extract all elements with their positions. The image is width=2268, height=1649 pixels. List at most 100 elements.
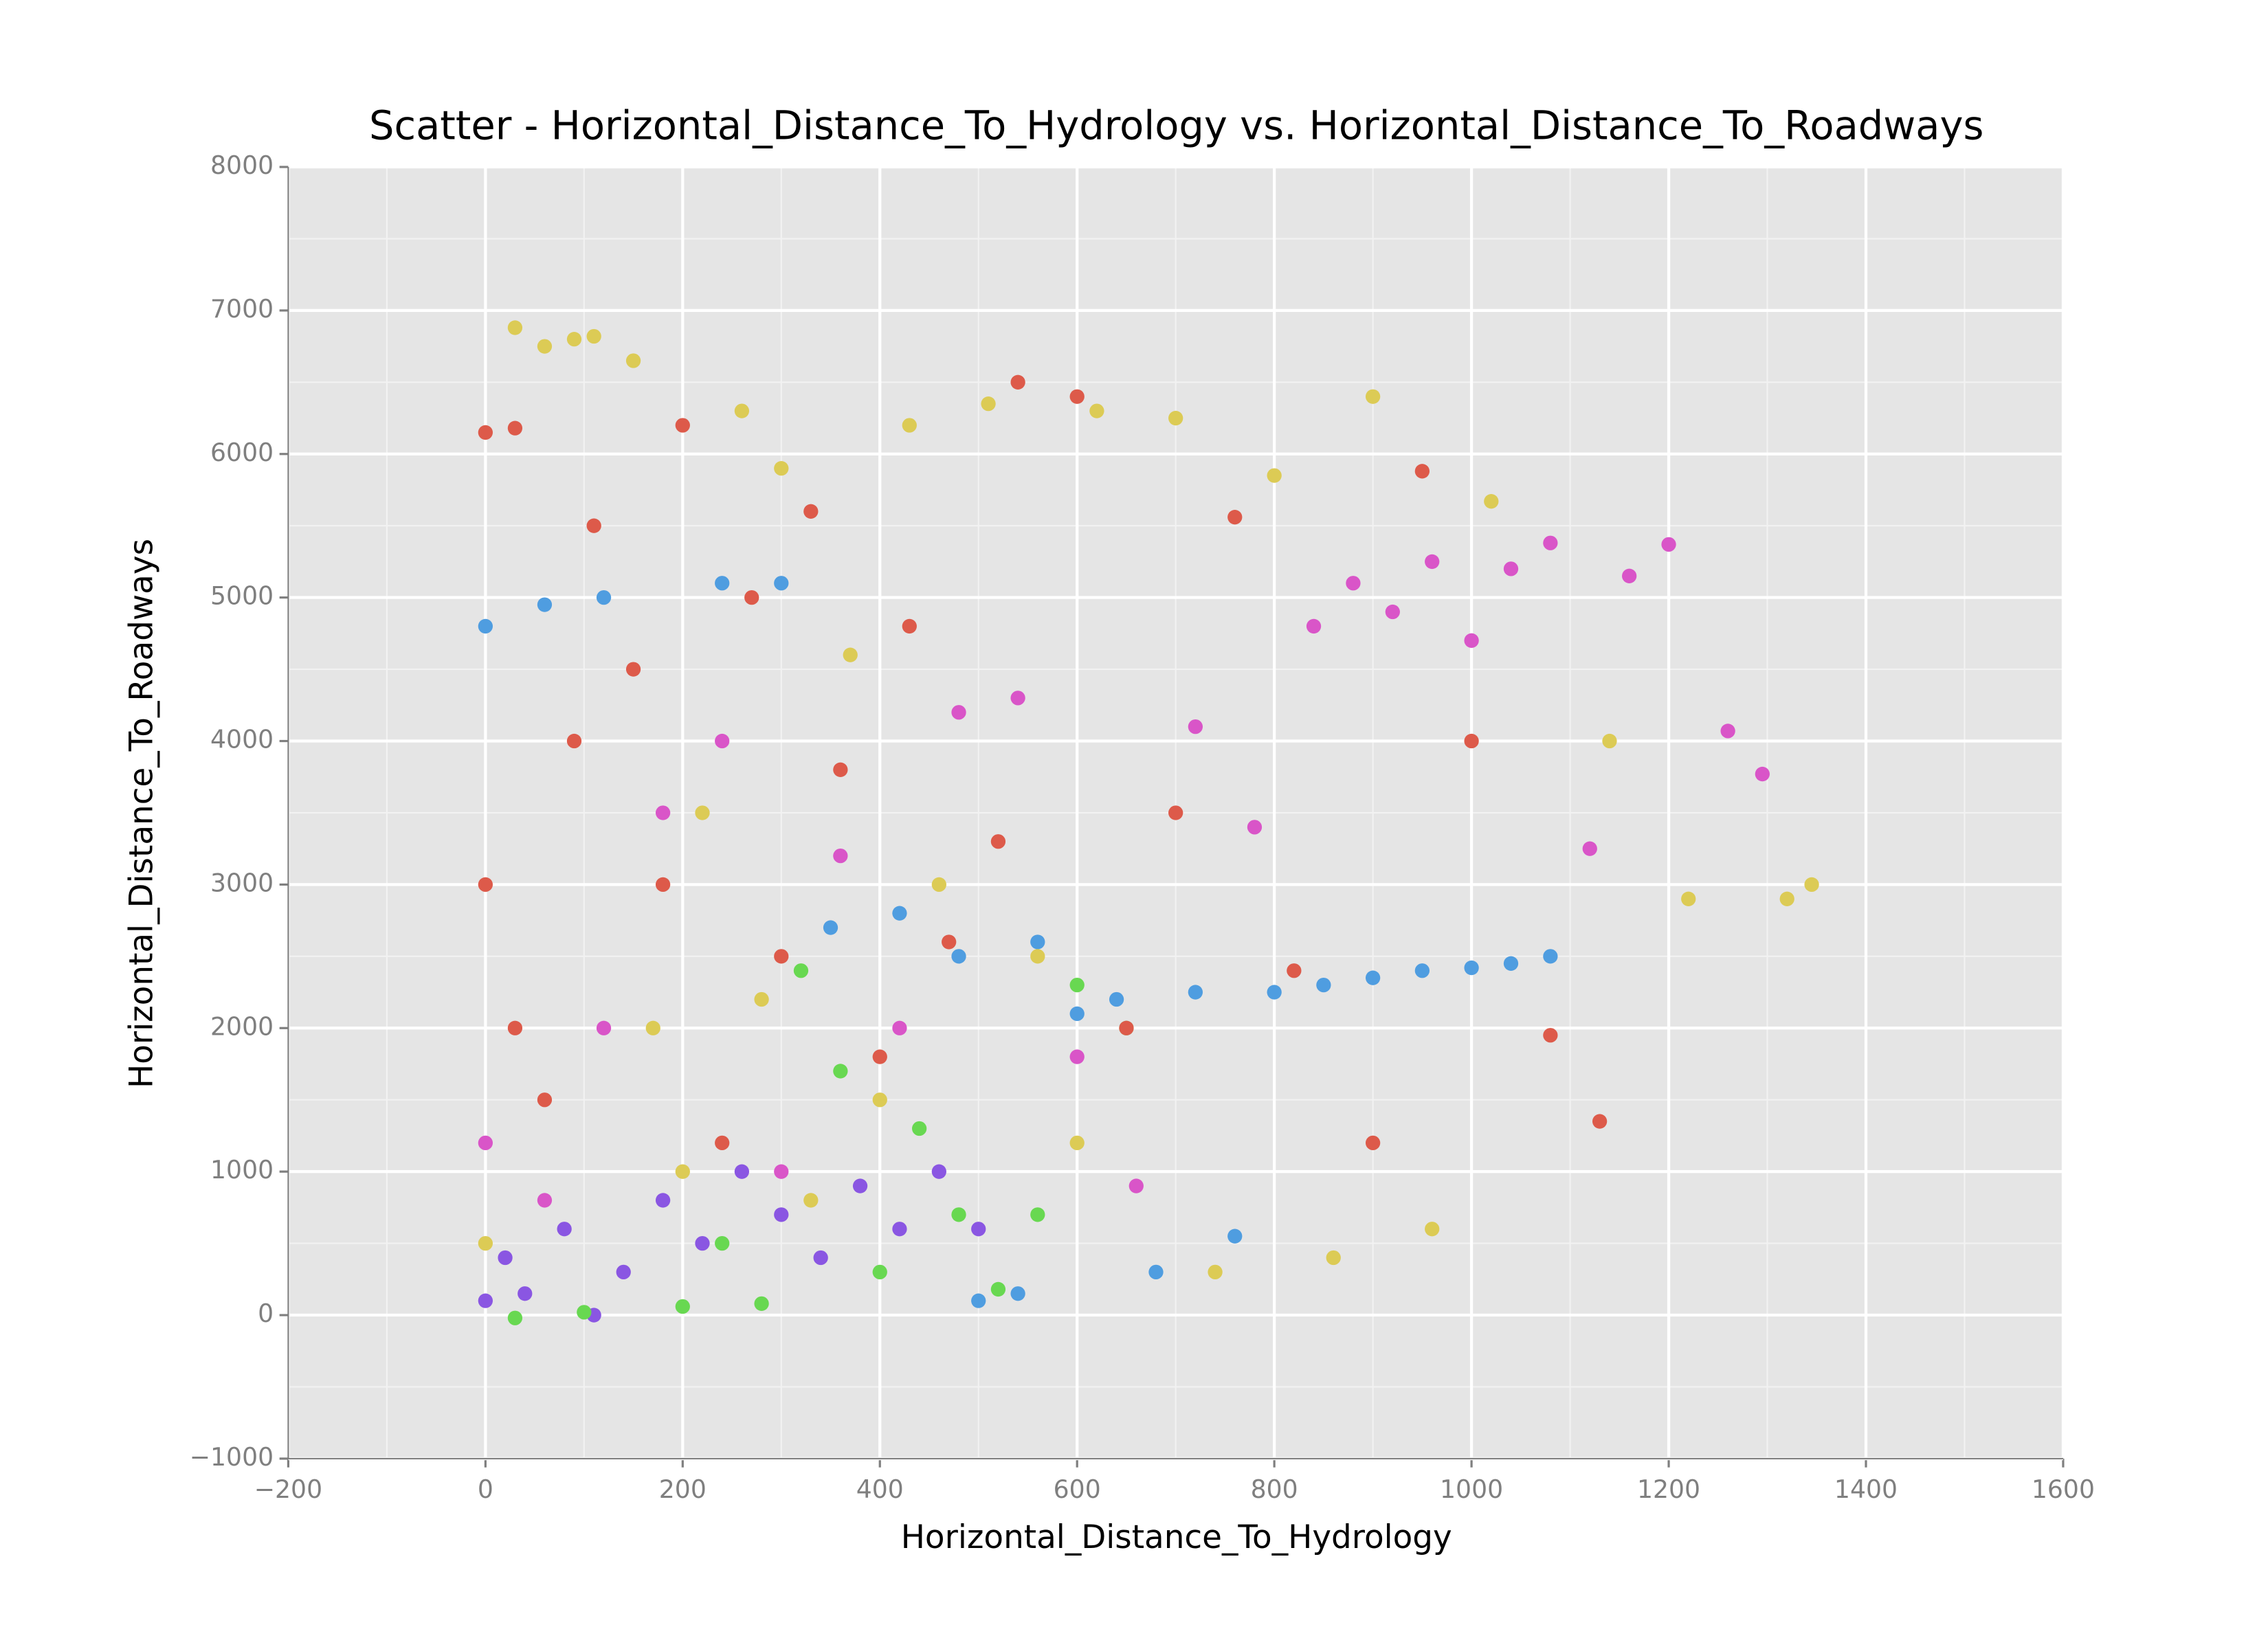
point <box>744 590 759 605</box>
point <box>1267 985 1282 1000</box>
x-tick-label: 800 <box>1251 1474 1298 1504</box>
point <box>1089 403 1104 418</box>
point <box>774 949 789 964</box>
point <box>1227 510 1243 525</box>
x-axis-label: Horizontal_Distance_To_Hydrology <box>901 1519 1452 1556</box>
point <box>1227 1229 1243 1244</box>
point <box>872 1264 887 1280</box>
point <box>931 877 946 893</box>
point <box>715 1135 730 1151</box>
point <box>715 576 730 591</box>
point <box>537 339 553 354</box>
point <box>1464 633 1479 648</box>
point <box>586 328 601 344</box>
point <box>537 1193 553 1208</box>
point <box>695 1235 710 1251</box>
y-tick-label: 8000 <box>210 150 274 180</box>
point <box>1188 719 1203 734</box>
point <box>1385 604 1400 620</box>
point <box>1804 877 1819 893</box>
point <box>655 1193 671 1208</box>
point <box>1030 949 1045 964</box>
point <box>498 1250 513 1266</box>
point <box>734 403 750 418</box>
y-tick-label: 4000 <box>210 725 274 754</box>
point <box>892 906 907 921</box>
y-tick-label: −1000 <box>190 1442 274 1472</box>
point <box>892 1222 907 1237</box>
point <box>1069 1049 1085 1064</box>
point <box>1069 1006 1085 1022</box>
y-tick-label: 0 <box>258 1299 274 1328</box>
point <box>823 920 838 935</box>
x-tick-label: 600 <box>1054 1474 1101 1504</box>
point <box>892 1020 907 1035</box>
point <box>507 1020 523 1035</box>
point <box>754 1296 769 1311</box>
point <box>1129 1178 1144 1193</box>
point <box>1119 1020 1134 1035</box>
point <box>1168 410 1183 426</box>
point <box>1414 963 1430 978</box>
point <box>951 1207 966 1222</box>
point <box>586 518 601 533</box>
point <box>1661 537 1676 552</box>
point <box>655 805 671 820</box>
point <box>872 1092 887 1108</box>
point <box>1425 554 1440 570</box>
x-tick-label: 1400 <box>1834 1474 1898 1504</box>
x-tick-label: 1000 <box>1440 1474 1503 1504</box>
point <box>596 590 612 605</box>
point <box>478 1293 493 1308</box>
point <box>616 1264 631 1280</box>
y-tick-label: 2000 <box>210 1011 274 1041</box>
point <box>774 1207 789 1222</box>
point <box>1267 468 1282 483</box>
point <box>774 461 789 476</box>
point <box>1188 985 1203 1000</box>
point <box>1365 1135 1381 1151</box>
point <box>1208 1264 1223 1280</box>
point <box>1582 841 1597 856</box>
point <box>507 420 523 436</box>
point <box>1010 691 1025 706</box>
x-tick-label: 1200 <box>1637 1474 1700 1504</box>
point <box>833 848 848 864</box>
y-tick-label: 1000 <box>210 1155 274 1185</box>
point <box>734 1164 750 1179</box>
point <box>715 1235 730 1251</box>
point <box>1484 494 1499 509</box>
point <box>931 1164 946 1179</box>
point <box>1755 766 1770 782</box>
point <box>537 597 553 612</box>
point <box>1069 977 1085 993</box>
point <box>1503 956 1519 971</box>
point <box>675 1164 690 1179</box>
point <box>1010 374 1025 390</box>
point <box>478 425 493 440</box>
x-tick-label: 1600 <box>2032 1474 2095 1504</box>
point <box>912 1121 927 1136</box>
x-tick-label: 200 <box>659 1474 707 1504</box>
point <box>478 618 493 634</box>
point <box>1425 1222 1440 1237</box>
point <box>774 1164 789 1179</box>
point <box>478 1135 493 1151</box>
point <box>902 418 917 433</box>
x-tick-label: 400 <box>856 1474 904 1504</box>
point <box>655 877 671 893</box>
point <box>1030 1207 1045 1222</box>
point <box>577 1305 592 1320</box>
y-tick-label: 3000 <box>210 868 274 897</box>
point <box>675 418 690 433</box>
point <box>478 877 493 893</box>
point <box>1543 1028 1558 1043</box>
point <box>774 576 789 591</box>
point <box>990 834 1006 849</box>
point <box>625 662 641 677</box>
point <box>951 705 966 720</box>
point <box>1779 891 1794 906</box>
point <box>1365 389 1381 404</box>
point <box>566 733 582 749</box>
